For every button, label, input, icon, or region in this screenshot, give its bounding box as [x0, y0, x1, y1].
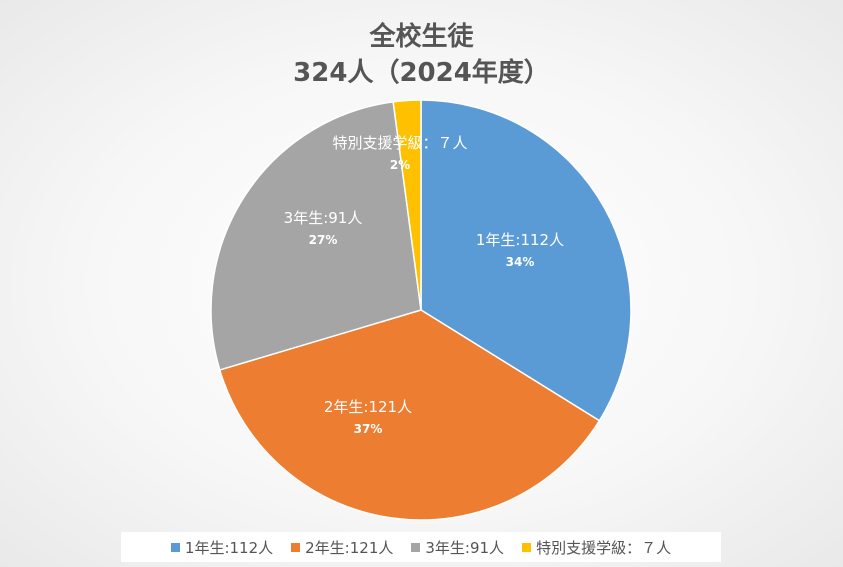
pie-slices: [210, 99, 632, 521]
chart-title: 全校生徒: [369, 22, 474, 52]
chart-subtitle: 324人（2024年度）: [293, 58, 550, 88]
slice-label-3: 3年生:91人: [284, 209, 363, 227]
slice-label-4: 特別支援学級：７人: [332, 134, 467, 152]
slice-label-2: 2年生:121人: [324, 398, 412, 416]
pie-slice-1: [420, 99, 632, 422]
legend-item-4: 特別支援学級：７人: [522, 537, 671, 558]
pie-labels: 1年生:112人 34% 2年生:121人 37% 3年生:91人 27% 特別支援学級：７…: [284, 134, 564, 436]
legend-label-2: 2年生:121人: [305, 538, 394, 557]
pie-slice-2: [218, 309, 601, 521]
pie-slice-3: [210, 101, 422, 371]
pie-slice-4: [392, 99, 422, 311]
legend-swatch-3: [411, 542, 421, 552]
slice-percent-2: 37%: [354, 422, 383, 436]
legend-item-2: 2年生:121人: [291, 537, 393, 558]
legend-label-4: 特別支援学級：７人: [536, 538, 672, 557]
legend-item-3: 3年生:91人: [411, 537, 504, 558]
slice-percent-1: 34%: [506, 255, 535, 269]
legend-swatch-4: [522, 542, 532, 552]
slice-label-1: 1年生:112人: [476, 231, 564, 249]
legend-item-1: 1年生:112人: [170, 537, 274, 558]
legend-swatch-2: [291, 542, 301, 552]
legend-label-1: 1年生:112人: [184, 538, 274, 557]
legend: 1年生:112人 2年生:121人 3年生:91人 特別支援学級：７人: [121, 532, 721, 562]
legend-swatch-1: [170, 542, 180, 552]
slice-percent-4: 2%: [390, 158, 410, 172]
legend-label-3: 3年生:91人: [425, 538, 505, 557]
slice-percent-3: 27%: [309, 233, 338, 247]
